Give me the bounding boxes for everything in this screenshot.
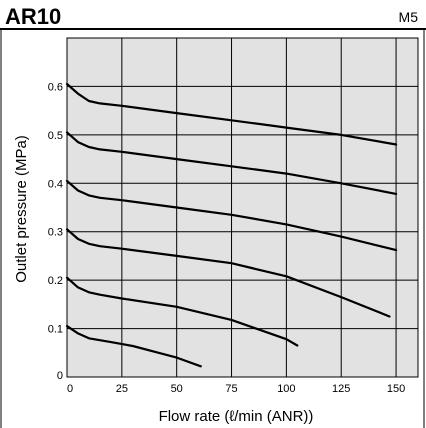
series-line [65, 131, 398, 195]
y-tick-label: 0.6 [48, 81, 63, 93]
x-tick-label: 100 [277, 383, 295, 395]
y-tick-label: 0.4 [48, 178, 63, 190]
x-tick-label: 50 [171, 383, 183, 395]
y-tick-label: 0.3 [48, 227, 63, 239]
series-line [65, 82, 398, 146]
y-tick-label: 0.5 [48, 130, 63, 142]
x-tick-label: 25 [116, 383, 128, 395]
x-axis-label: Flow rate (ℓ/min (ANR)) [159, 408, 314, 425]
chart-title: AR10 [5, 4, 61, 29]
series-line [65, 228, 391, 318]
x-tick-label: 0 [67, 383, 73, 395]
y-tick-labels: 0 0.1 0.2 0.3 0.4 0.5 0.6 [48, 81, 63, 382]
x-tick-label: 125 [332, 383, 350, 395]
chart-subtitle: M5 [399, 9, 419, 25]
series-line [65, 276, 299, 347]
y-tick-label: 0.2 [48, 275, 63, 287]
series-group [65, 82, 398, 368]
y-axis-label: Outlet pressure (MPa) [13, 135, 30, 283]
x-tick-label: 75 [225, 383, 237, 395]
x-tick-label: 150 [387, 383, 405, 395]
x-tick-labels: 0 25 50 75 100 125 150 [67, 383, 405, 395]
plot-area [66, 37, 419, 378]
series-line [65, 325, 202, 368]
series-line [65, 179, 398, 252]
y-tick-label: 0.1 [48, 324, 63, 336]
y-tick-label: 0 [57, 370, 63, 382]
